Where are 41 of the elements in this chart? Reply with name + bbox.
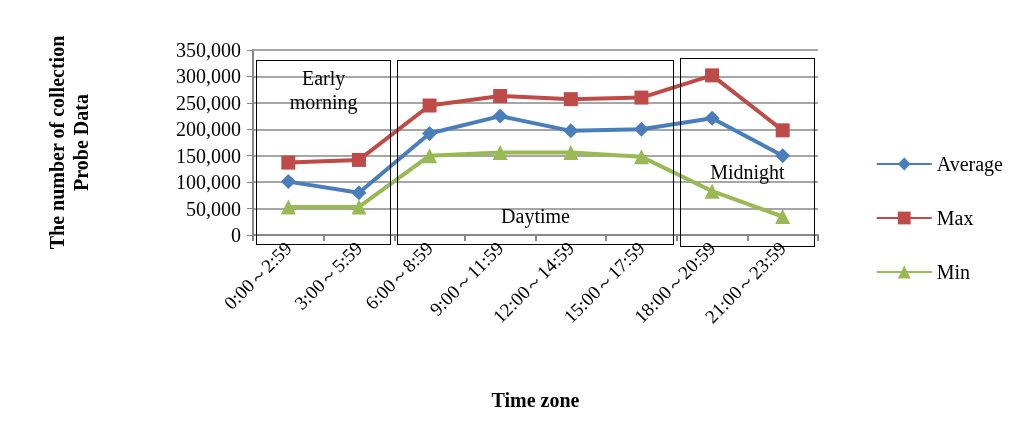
point [634,90,649,105]
point [563,123,579,139]
y-tick-label: 150,000 [176,144,241,167]
y-tick-label: 300,000 [176,65,241,88]
y-tick-label: 350,000 [176,39,241,61]
point [775,123,790,138]
x-axis-title: Time zone [491,389,580,411]
legend-label: Min [936,261,971,283]
point [422,148,438,164]
point [281,155,296,170]
point [351,185,367,201]
point [492,145,508,161]
point [492,108,508,124]
point [422,126,438,142]
point [775,148,791,164]
x-tick-label: 3:00～5:59 [290,237,367,314]
annotation: Daytime [500,204,571,228]
point [705,68,720,83]
y-tick-label: 250,000 [176,91,241,114]
annotation: Early morning [288,66,359,114]
point [633,149,649,165]
point [422,98,437,113]
y-tick-label: 0 [231,224,241,246]
y-axis-title: The number of collection Probe Data [46,35,92,250]
point [493,88,508,103]
point [704,110,720,126]
legend-label: Max [936,207,974,229]
y-tick-label: 100,000 [176,171,241,194]
point [775,209,791,224]
point [704,183,720,199]
point [280,199,296,215]
y-tick-label: 200,000 [176,118,241,141]
point [563,145,579,161]
point [351,199,367,215]
y-tick-label: 50,000 [186,197,241,220]
legend-label: Average [936,153,1004,176]
point [563,92,578,107]
point [351,152,366,167]
point [280,174,296,190]
annotation: Midnight [709,160,786,184]
point [633,121,649,137]
